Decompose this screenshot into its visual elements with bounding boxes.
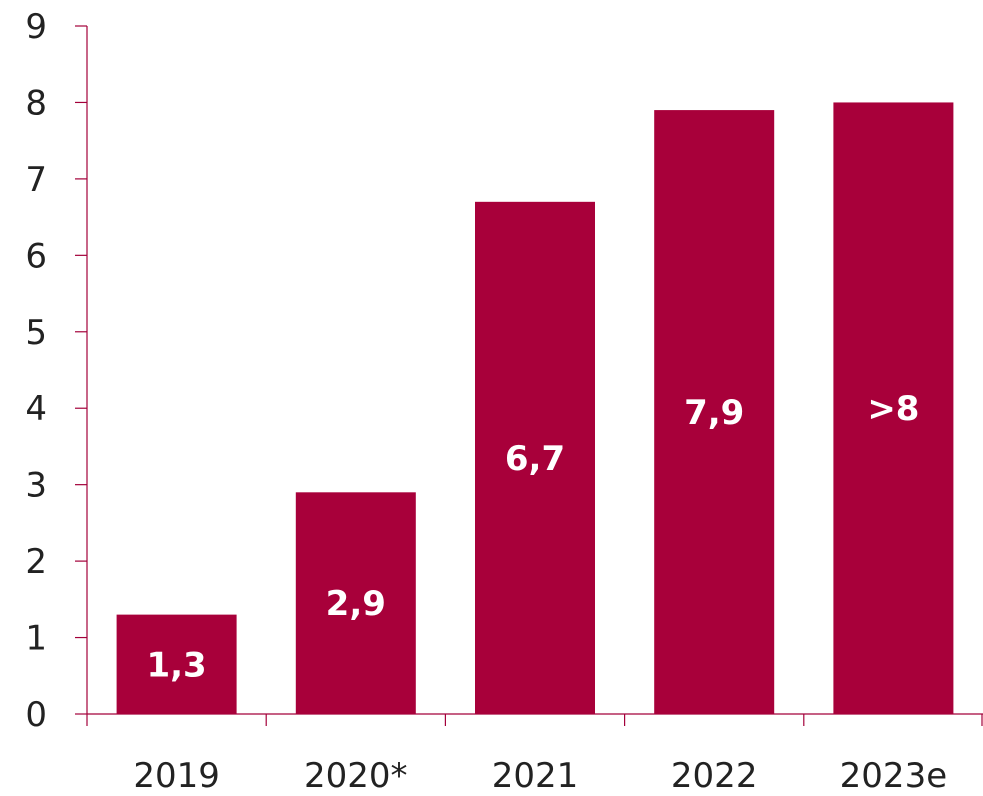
x-tick-label: 2019 xyxy=(133,756,220,796)
data-label: >8 xyxy=(867,389,919,429)
y-tick-label: 8 xyxy=(25,83,47,123)
bars xyxy=(116,102,954,715)
y-tick-label: 1 xyxy=(25,619,47,659)
bar-2021 xyxy=(475,201,595,715)
y-axis: 0 1 2 3 4 5 6 7 8 9 xyxy=(25,7,88,735)
y-tick-label: 5 xyxy=(25,313,47,353)
y-tick-label: 7 xyxy=(25,160,47,200)
bar-2019 xyxy=(116,614,237,714)
x-tick-label: 2020* xyxy=(304,756,408,796)
data-label: 1,3 xyxy=(146,645,206,685)
x-tick-label: 2022 xyxy=(671,756,758,796)
y-tick-label: 4 xyxy=(25,389,47,429)
y-tick-label: 2 xyxy=(25,542,47,582)
x-tick-label: 2023e xyxy=(840,756,947,796)
y-tick-label: 6 xyxy=(25,236,47,276)
data-label: 6,7 xyxy=(505,439,565,479)
data-label: 7,9 xyxy=(684,393,744,433)
bar-2020* xyxy=(295,492,416,714)
bar-2023e xyxy=(833,102,954,714)
bar-2022 xyxy=(654,110,775,715)
data-labels: 1,3 2,9 6,7 7,9 >8 xyxy=(146,389,919,685)
y-tick-label: 0 xyxy=(25,695,47,735)
x-axis: 2019 2020* 2021 2022 2023e xyxy=(86,713,983,796)
data-label: 2,9 xyxy=(326,584,386,624)
y-tick-label: 3 xyxy=(25,466,47,506)
y-tick-label: 9 xyxy=(25,7,47,47)
x-tick-label: 2021 xyxy=(492,756,579,796)
